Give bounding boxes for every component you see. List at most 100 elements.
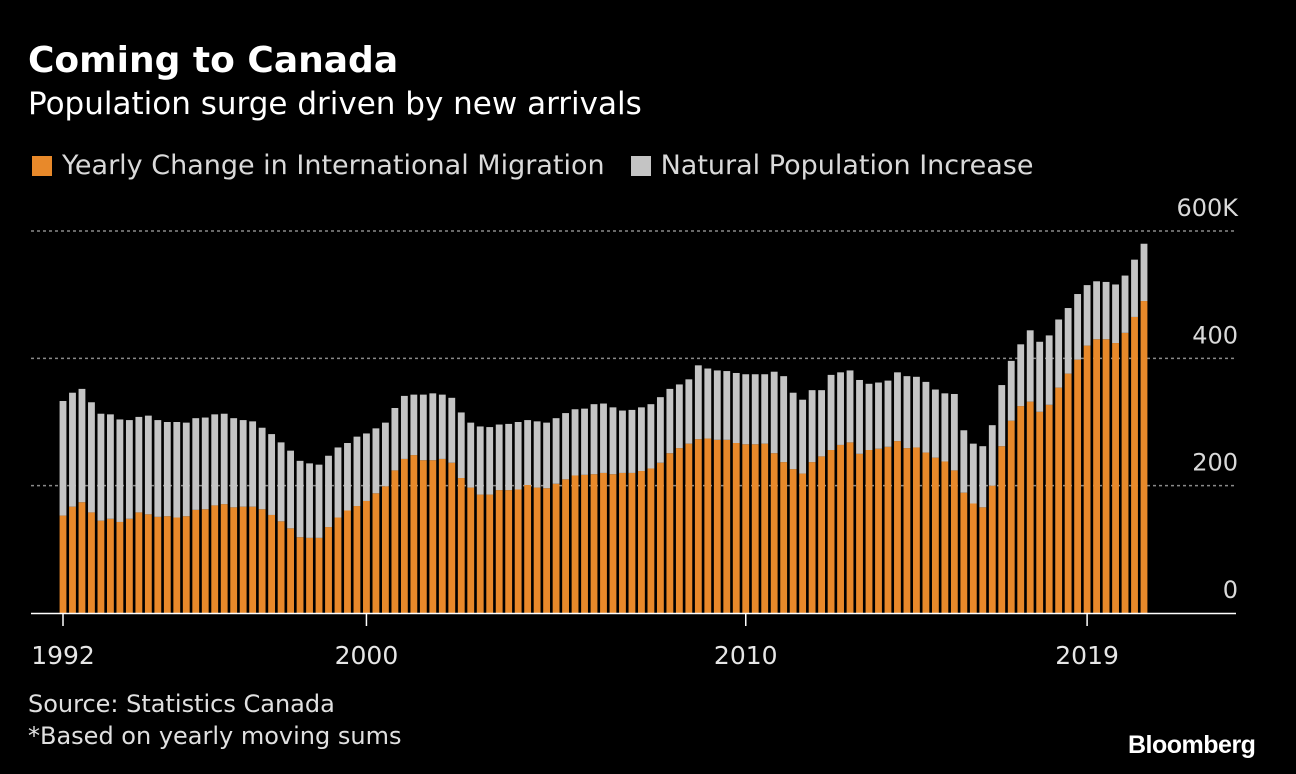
bar-migration-23 bbox=[277, 521, 285, 613]
bar-migration-80 bbox=[818, 456, 826, 613]
bar-natural-28 bbox=[325, 455, 332, 528]
bar-natural-54 bbox=[571, 409, 579, 476]
bar-natural-104 bbox=[1045, 335, 1053, 405]
bar-natural-94 bbox=[950, 393, 958, 471]
bar-natural-68 bbox=[704, 368, 712, 439]
bar-natural-78 bbox=[799, 399, 807, 474]
bar-migration-86 bbox=[875, 448, 882, 613]
bloomberg-logo: Bloomberg bbox=[1128, 731, 1256, 759]
bar-natural-42 bbox=[457, 412, 465, 479]
bar-natural-36 bbox=[400, 395, 408, 459]
bar-natural-98 bbox=[988, 425, 996, 486]
bar-natural-89 bbox=[903, 376, 911, 449]
bar-natural-10 bbox=[154, 420, 162, 517]
bar-migration-73 bbox=[751, 444, 759, 613]
bar-migration-88 bbox=[894, 441, 901, 613]
bar-natural-85 bbox=[865, 383, 873, 451]
bar-natural-37 bbox=[410, 394, 418, 456]
bar-migration-106 bbox=[1064, 373, 1072, 613]
bar-migration-57 bbox=[600, 472, 607, 613]
bar-natural-38 bbox=[419, 394, 427, 461]
bar-natural-8 bbox=[135, 416, 143, 513]
bar-migration-78 bbox=[799, 473, 807, 613]
bar-migration-3 bbox=[88, 512, 95, 613]
bar-natural-18 bbox=[230, 418, 238, 508]
bar-migration-37 bbox=[410, 455, 418, 613]
bar-migration-109 bbox=[1093, 339, 1101, 613]
bar-natural-64 bbox=[666, 388, 674, 454]
bar-natural-20 bbox=[249, 421, 257, 507]
bar-natural-33 bbox=[372, 428, 380, 494]
bar-natural-50 bbox=[533, 421, 541, 488]
bar-migration-66 bbox=[685, 443, 693, 613]
bar-natural-79 bbox=[808, 390, 816, 463]
bar-migration-76 bbox=[780, 462, 788, 613]
bar-migration-103 bbox=[1036, 411, 1044, 613]
bar-migration-83 bbox=[846, 442, 854, 613]
bar-migration-40 bbox=[438, 458, 446, 613]
bar-natural-106 bbox=[1064, 308, 1072, 374]
bar-natural-101 bbox=[1017, 344, 1025, 407]
bar-migration-81 bbox=[827, 450, 835, 613]
bar-natural-19 bbox=[239, 420, 247, 507]
bar-migration-58 bbox=[609, 474, 617, 613]
bar-migration-71 bbox=[732, 443, 740, 613]
bar-migration-107 bbox=[1074, 359, 1082, 613]
bar-migration-75 bbox=[770, 453, 778, 613]
y-tick-label-400: 400 bbox=[1192, 321, 1238, 349]
bar-natural-1 bbox=[69, 392, 76, 507]
bar-natural-99 bbox=[998, 385, 1006, 447]
bar-migration-89 bbox=[903, 448, 911, 613]
y-tick-label-0: 0 bbox=[1223, 576, 1238, 604]
bar-migration-17 bbox=[220, 504, 228, 613]
bar-migration-48 bbox=[514, 489, 522, 613]
bar-migration-112 bbox=[1121, 332, 1129, 613]
bar-migration-44 bbox=[476, 494, 484, 613]
bar-migration-100 bbox=[1007, 420, 1015, 613]
bar-natural-45 bbox=[486, 427, 494, 495]
bar-migration-47 bbox=[505, 490, 513, 613]
bar-migration-30 bbox=[344, 510, 351, 613]
bar-natural-110 bbox=[1102, 281, 1110, 340]
bar-natural-55 bbox=[581, 408, 588, 475]
bar-natural-39 bbox=[429, 393, 437, 461]
bar-natural-16 bbox=[211, 414, 219, 506]
bar-migration-77 bbox=[789, 469, 797, 613]
bar-natural-34 bbox=[381, 422, 389, 487]
bar-natural-56 bbox=[590, 404, 598, 475]
bar-migration-11 bbox=[163, 516, 171, 613]
bar-migration-35 bbox=[391, 470, 399, 613]
bar-migration-24 bbox=[287, 528, 294, 613]
bar-natural-52 bbox=[552, 418, 560, 484]
bar-natural-63 bbox=[656, 397, 664, 463]
bar-natural-107 bbox=[1074, 294, 1082, 360]
bar-natural-3 bbox=[88, 402, 95, 513]
bar-natural-114 bbox=[1140, 243, 1148, 302]
bar-migration-84 bbox=[856, 453, 863, 613]
bar-migration-69 bbox=[713, 439, 721, 613]
bar-natural-14 bbox=[192, 418, 200, 510]
legend: Yearly Change in International Migration… bbox=[32, 150, 1059, 181]
bar-natural-84 bbox=[856, 379, 863, 454]
bar-natural-12 bbox=[173, 422, 181, 518]
bar-natural-69 bbox=[713, 370, 721, 440]
bar-natural-83 bbox=[846, 370, 854, 443]
bar-migration-34 bbox=[381, 486, 389, 613]
bar-migration-108 bbox=[1083, 345, 1091, 613]
bar-natural-81 bbox=[827, 374, 835, 451]
bar-natural-77 bbox=[789, 392, 797, 470]
bar-migration-7 bbox=[125, 518, 133, 613]
bar-migration-31 bbox=[353, 506, 361, 613]
bar-natural-96 bbox=[969, 443, 977, 504]
bar-migration-45 bbox=[486, 494, 494, 613]
bar-natural-40 bbox=[438, 394, 446, 459]
x-tick-label-2000: 2000 bbox=[335, 641, 399, 670]
bar-migration-99 bbox=[998, 446, 1006, 613]
bar-migration-114 bbox=[1140, 301, 1148, 613]
bar-natural-7 bbox=[125, 420, 133, 519]
bar-migration-53 bbox=[562, 479, 569, 613]
bar-migration-101 bbox=[1017, 406, 1025, 613]
bar-natural-26 bbox=[306, 463, 313, 538]
bar-natural-53 bbox=[562, 413, 569, 480]
bar-migration-38 bbox=[419, 460, 427, 613]
